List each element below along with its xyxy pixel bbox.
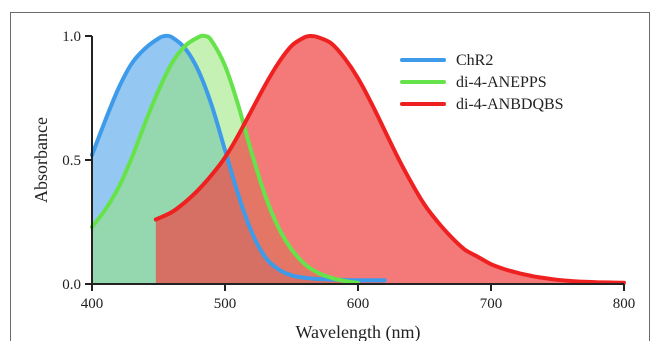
line-di-4-anbdqbs (153, 33, 626, 285)
x-axis-label: Wavelength (nm) (295, 322, 420, 341)
x-axis-ticks: 400 500 600 700 800 (81, 284, 636, 312)
x-tick-label: 800 (613, 296, 636, 312)
legend-label-di-4-anepps: di-4-ANEPPS (456, 74, 547, 91)
series-areas (92, 35, 625, 285)
y-axis-ticks: 0.0 0.5 1.0 (62, 29, 92, 293)
figure-frame (10, 12, 650, 341)
y-tick-label: 0.5 (62, 153, 81, 169)
legend-label-chr2: ChR2 (456, 52, 493, 69)
series-lines (90, 33, 626, 285)
y-axis-label: Absorbance (31, 117, 51, 203)
area-di-4-anbdqbs (155, 35, 625, 285)
y-tick-label: 0.0 (62, 277, 81, 293)
x-tick-label: 600 (347, 296, 370, 312)
x-tick-label: 400 (81, 296, 104, 312)
legend: ChR2 di-4-ANEPPS di-4-ANBDQBS (400, 52, 564, 113)
line-di-4-anepps (90, 33, 360, 285)
legend-label-di-4-anbdqbs: di-4-ANBDQBS (456, 96, 564, 113)
x-tick-label: 700 (480, 296, 503, 312)
axes: 400 500 600 700 800 0.0 0.5 1.0 (62, 29, 635, 312)
y-tick-label: 1.0 (62, 29, 81, 45)
x-tick-label: 500 (214, 296, 237, 312)
